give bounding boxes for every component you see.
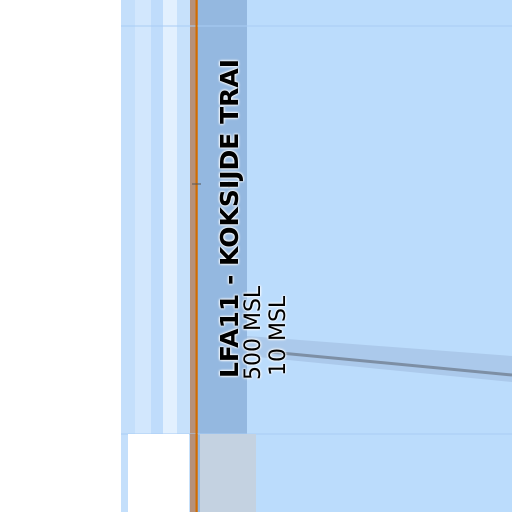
map-tile-gap (200, 434, 256, 512)
airspace-lower-limit-label: 10 MSL (266, 295, 291, 376)
airspace-band (198, 0, 247, 512)
sea-area (247, 0, 512, 512)
beach-strip (190, 0, 198, 512)
jetty-shadow (247, 336, 512, 382)
shallow-water-band (121, 0, 135, 512)
shallow-water-band (151, 0, 163, 512)
airspace-name-label: LFA11 - KOKSIJDE TRAI (215, 58, 244, 378)
map-tile-gap (128, 434, 189, 512)
airspace-upper-limit-label: 500 MSL (241, 285, 266, 380)
land-area (0, 0, 121, 512)
shallow-water-band (135, 0, 151, 512)
shallow-water-band (163, 0, 177, 512)
beach-strip-lower (190, 434, 198, 512)
jetty-line (269, 350, 512, 377)
shallow-water-band (177, 0, 190, 512)
